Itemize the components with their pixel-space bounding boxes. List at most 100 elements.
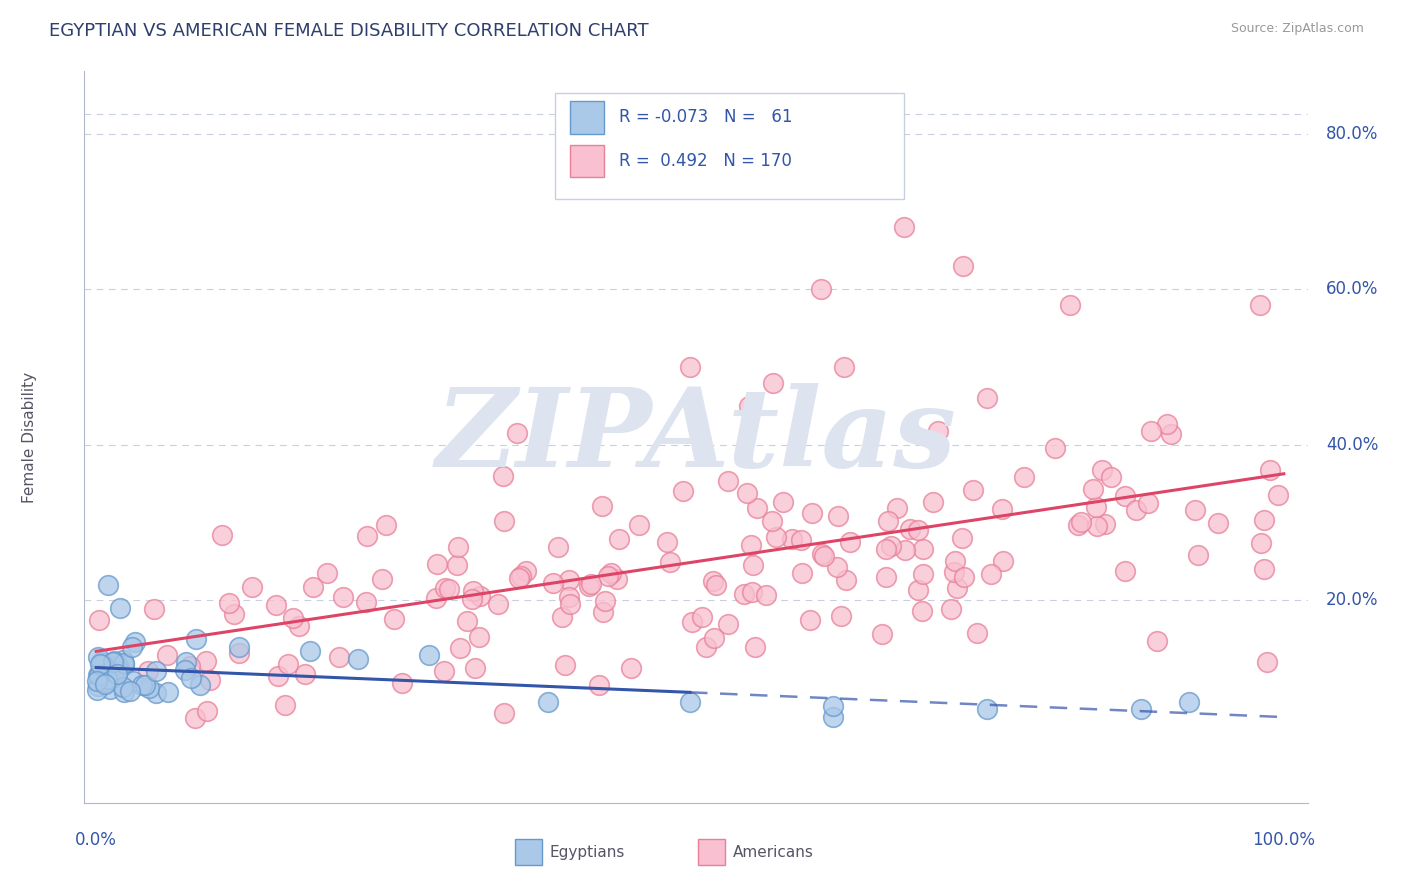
Point bbox=[780, 533, 803, 547]
Point bbox=[907, 523, 929, 537]
Point bbox=[294, 666, 316, 681]
Point bbox=[1187, 548, 1209, 562]
Point bbox=[1099, 469, 1122, 483]
Point bbox=[91, 665, 114, 680]
Point bbox=[1081, 482, 1104, 496]
Point bbox=[264, 599, 287, 613]
Point bbox=[875, 570, 897, 584]
Point bbox=[976, 702, 998, 716]
Point bbox=[1130, 702, 1153, 716]
Point bbox=[606, 572, 628, 586]
Point bbox=[907, 582, 929, 597]
Point bbox=[515, 564, 537, 578]
Point bbox=[738, 399, 761, 413]
Point bbox=[558, 591, 581, 605]
Point bbox=[912, 541, 935, 556]
Point bbox=[97, 578, 120, 592]
Point bbox=[138, 681, 160, 695]
Point bbox=[927, 425, 949, 439]
Point bbox=[755, 588, 778, 602]
Point bbox=[302, 581, 325, 595]
Point bbox=[96, 657, 118, 671]
Point bbox=[374, 518, 396, 533]
Point bbox=[492, 514, 515, 528]
Point bbox=[821, 710, 844, 724]
Point bbox=[953, 570, 976, 584]
Point bbox=[156, 648, 179, 663]
Text: ZIPAtlas: ZIPAtlas bbox=[436, 384, 956, 491]
Point bbox=[228, 640, 250, 655]
Point bbox=[886, 500, 908, 515]
Point bbox=[288, 619, 311, 633]
Point bbox=[124, 635, 146, 649]
Point bbox=[991, 554, 1014, 568]
Point bbox=[620, 661, 643, 675]
Point bbox=[449, 640, 471, 655]
Point bbox=[391, 675, 413, 690]
Point bbox=[180, 671, 202, 685]
Point bbox=[679, 359, 702, 374]
Point bbox=[425, 591, 447, 606]
Point bbox=[870, 627, 893, 641]
Point bbox=[762, 376, 785, 390]
Point bbox=[1085, 518, 1108, 533]
Point bbox=[91, 660, 114, 674]
Point bbox=[87, 649, 110, 664]
FancyBboxPatch shape bbox=[555, 94, 904, 200]
Point bbox=[86, 668, 108, 682]
Text: 80.0%: 80.0% bbox=[1326, 125, 1378, 143]
Point bbox=[96, 669, 118, 683]
Point bbox=[877, 514, 900, 528]
Point bbox=[980, 566, 1002, 581]
Point bbox=[112, 653, 135, 667]
Point bbox=[121, 673, 143, 688]
Point bbox=[90, 655, 112, 669]
Point bbox=[1178, 695, 1201, 709]
Point bbox=[1184, 503, 1206, 517]
Point bbox=[747, 500, 769, 515]
Point bbox=[105, 667, 128, 681]
FancyBboxPatch shape bbox=[699, 839, 725, 865]
Point bbox=[315, 566, 337, 580]
Point bbox=[112, 685, 135, 699]
Point bbox=[744, 640, 766, 655]
Point bbox=[704, 578, 727, 592]
Point bbox=[834, 573, 856, 587]
Point bbox=[596, 569, 619, 583]
Point bbox=[799, 613, 821, 627]
Point bbox=[131, 678, 153, 692]
Point bbox=[94, 676, 117, 690]
FancyBboxPatch shape bbox=[569, 101, 605, 134]
Text: 60.0%: 60.0% bbox=[1326, 280, 1378, 298]
Point bbox=[991, 502, 1014, 516]
Point bbox=[1253, 562, 1275, 576]
Point bbox=[142, 601, 165, 615]
Point bbox=[112, 656, 135, 670]
Text: EGYPTIAN VS AMERICAN FEMALE DISABILITY CORRELATION CHART: EGYPTIAN VS AMERICAN FEMALE DISABILITY C… bbox=[49, 22, 648, 40]
Point bbox=[558, 597, 581, 611]
Text: 100.0%: 100.0% bbox=[1253, 830, 1316, 848]
Point bbox=[184, 711, 207, 725]
Point bbox=[240, 580, 263, 594]
Point bbox=[433, 664, 456, 678]
Point bbox=[134, 678, 156, 692]
Point bbox=[332, 590, 354, 604]
Point bbox=[91, 657, 114, 672]
Point bbox=[86, 673, 108, 688]
Point bbox=[90, 657, 112, 672]
Point bbox=[976, 391, 998, 405]
Point bbox=[467, 630, 489, 644]
Point bbox=[1156, 417, 1178, 431]
Point bbox=[880, 539, 903, 553]
Point bbox=[658, 555, 681, 569]
Text: 40.0%: 40.0% bbox=[1326, 436, 1378, 454]
Point bbox=[96, 672, 118, 686]
Point bbox=[112, 658, 135, 673]
Point bbox=[742, 558, 765, 572]
Point bbox=[733, 587, 755, 601]
Point bbox=[827, 509, 849, 524]
Point bbox=[591, 499, 613, 513]
Point bbox=[558, 573, 581, 587]
Point bbox=[875, 541, 897, 556]
Point bbox=[108, 601, 131, 615]
